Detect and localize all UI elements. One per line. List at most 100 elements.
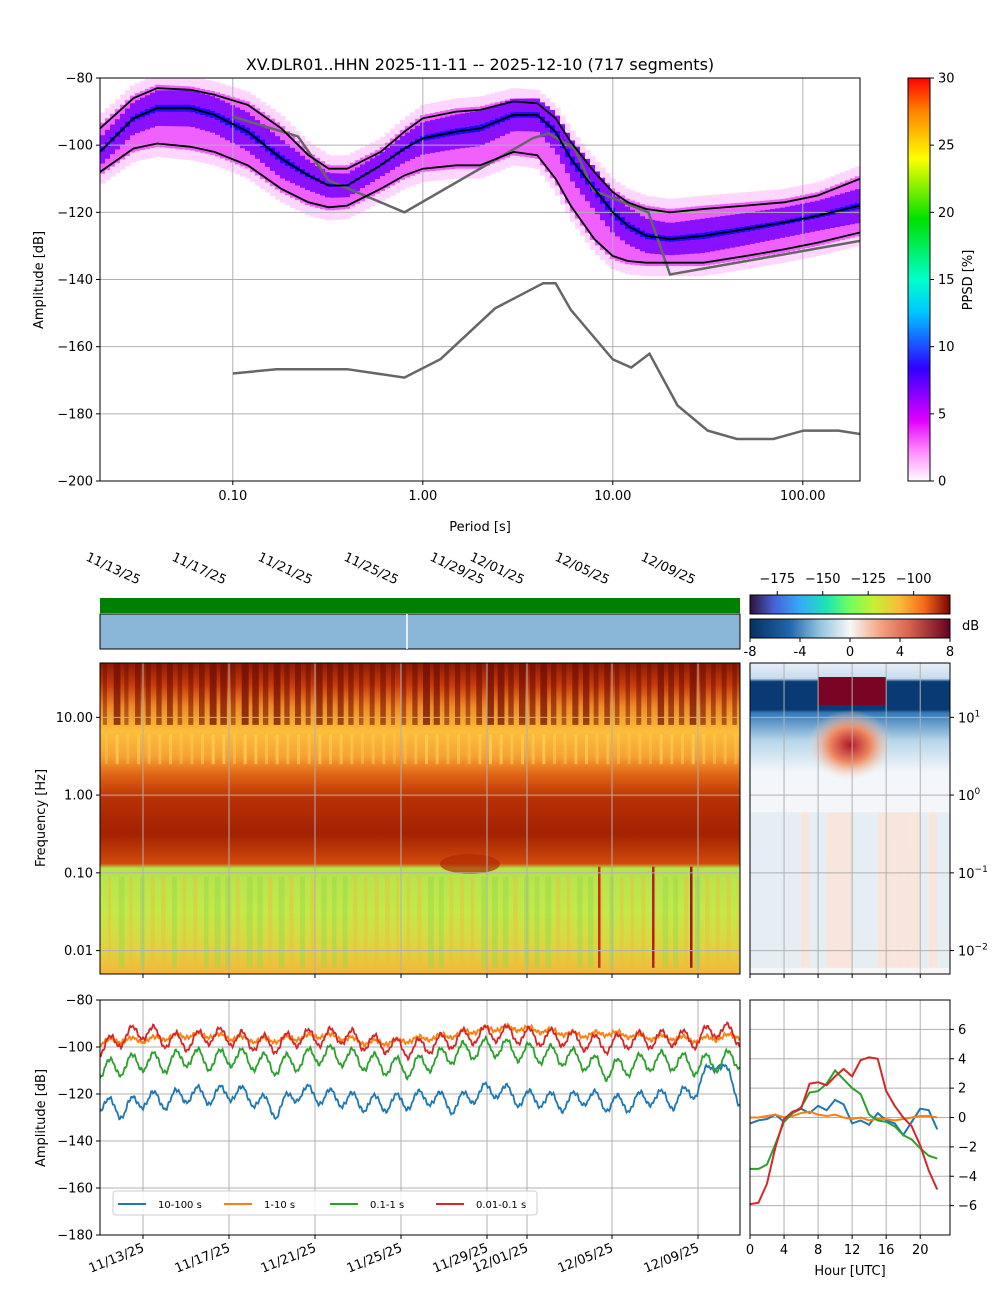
diurnal-lf-cell	[750, 812, 759, 968]
spec-hf-streak	[380, 663, 386, 725]
ts-ytick-label: −80	[66, 994, 93, 1009]
spec-lf-streak	[204, 876, 209, 968]
dl-series-3	[750, 1056, 939, 1206]
dl-xtick-label: 16	[878, 1243, 895, 1258]
dl-ytick-label: 0	[958, 1111, 966, 1126]
spec-lf-streak	[534, 876, 540, 968]
spec-mid-streak	[190, 734, 194, 765]
diurnal-lf-cell	[852, 812, 861, 968]
spec-lf-streak	[588, 876, 594, 968]
spec-hf-streak	[668, 663, 674, 725]
spec-mid-streak	[510, 734, 514, 765]
spec-hf-streak	[113, 663, 121, 725]
spec-mid-streak	[606, 734, 610, 765]
diu-spec-ytick-base: 10	[958, 867, 975, 882]
spec-mid-streak	[414, 734, 418, 765]
top-date-label: 12/09/25	[638, 550, 697, 588]
spec-mid-streak	[275, 734, 279, 765]
ppsd-axes: 0.10 1.00 10.00 100.00 −200 −180 −160 −140 −120 −…	[57, 72, 825, 505]
spec-lf-streak	[182, 876, 187, 968]
dl-ytick-label: 6	[958, 1023, 966, 1038]
diurnal-lf-cell	[792, 812, 801, 968]
dl-ytick-label: 4	[958, 1052, 966, 1067]
spec-lf-streak	[726, 876, 731, 968]
ppsd-density	[100, 78, 860, 277]
timeseries-lines	[100, 1021, 740, 1121]
spec-hf-streak	[561, 663, 567, 725]
spec-hf-streak	[444, 663, 450, 725]
spec-hf-streak	[295, 663, 301, 725]
spec-mid-streak	[201, 734, 204, 765]
ppsd-percentile-median	[100, 107, 860, 241]
spec-transient	[598, 866, 601, 968]
spec-hf-streak	[732, 663, 737, 725]
spec-mid-streak	[286, 734, 290, 765]
ppsd-ytick-label: −180	[57, 407, 93, 422]
spec-hf-streak	[337, 663, 344, 725]
spec-mid-streak	[574, 734, 578, 765]
spec-mid-streak	[521, 734, 524, 765]
spec-mid-streak	[318, 734, 322, 765]
spec-hf-streak	[177, 663, 183, 725]
diurnal-spec-grid	[749, 663, 950, 974]
spec-lf-streak	[332, 876, 337, 968]
ppsd-cbar-tick-label: 0	[938, 475, 946, 490]
spectrogram-ylabel: Frequency [Hz]	[34, 769, 49, 867]
spec-lf-streak	[108, 876, 111, 968]
ppsd-xtick-label: 0.10	[218, 489, 247, 504]
diu-spec-ytick-label: 10−2	[958, 943, 988, 960]
diurnal-lf-cell	[877, 812, 886, 968]
ppsd-colorbar	[907, 77, 931, 482]
spec-transient	[690, 866, 693, 968]
spec-hf-streak	[711, 663, 716, 725]
spec-lf-streak	[161, 876, 166, 968]
top-date-label: 11/21/25	[255, 550, 314, 588]
spec-mid-streak	[158, 734, 162, 765]
spec-hf-streak	[700, 663, 706, 725]
ppsd-cbar-tick-label: 15	[938, 273, 955, 288]
spec-hf-streak	[284, 663, 290, 725]
spec-mid-streak	[691, 734, 695, 765]
ppsd-ytick-label: −100	[57, 139, 93, 154]
spec-mid-streak	[211, 734, 215, 765]
top-date-label: 11/17/25	[169, 550, 228, 588]
ppsd-cbar-tick-label: 10	[938, 340, 955, 355]
spec-mid-streak	[435, 734, 439, 765]
spec-lf-streak	[396, 876, 400, 968]
diurnal-lf-cell	[903, 812, 912, 968]
diurnal-lf-cell	[826, 812, 835, 968]
spec-mid-streak	[169, 734, 172, 765]
spec-lf-streak	[705, 876, 710, 968]
spec-mid-streak	[371, 734, 375, 765]
diu-spec-ytick-exp: −1	[975, 865, 988, 875]
timeseries-ylabel: Amplitude [dB]	[34, 1069, 49, 1167]
ts-series-0	[100, 1062, 740, 1121]
diurnal-lf-cell	[801, 812, 810, 968]
spec-lf-streak	[673, 876, 678, 968]
diurnal-lf-cell	[775, 812, 784, 968]
spec-lf-streak	[300, 876, 305, 968]
spec-hf-streak	[551, 663, 557, 725]
ts-ytick-label: −100	[57, 1041, 93, 1056]
spec-mid-streak	[563, 734, 567, 765]
spec-mid-streak	[307, 734, 311, 765]
spec-mid-streak	[297, 734, 300, 765]
dl-xtick-label: 12	[844, 1243, 861, 1258]
timeseries-frame	[99, 999, 741, 1236]
spec-hf-streak	[593, 663, 599, 725]
spec-hf-streak	[209, 663, 217, 725]
ppsd-colorbar-label: PPSD [%]	[961, 250, 976, 311]
dl-ytick-label: 2	[958, 1082, 966, 1097]
ts-xtick-label: 11/25/25	[345, 1241, 405, 1277]
spec-lf-streak	[641, 876, 646, 968]
spec-mid-streak	[723, 734, 727, 765]
figure-title: XV.DLR01..HHN 2025-11-11 -- 2025-12-10 (…	[246, 55, 714, 74]
diurnal-colorbar-label: dB	[962, 619, 979, 634]
spec-ytick-label: 0.10	[64, 866, 93, 881]
spec-lf-streak	[225, 876, 231, 968]
dl-ytick-label: −4	[958, 1170, 977, 1185]
diurnal-lines-axes: 0 4 8 12 16 20 −6 −4 −2 0 2 4 6	[746, 1023, 977, 1258]
ts-xtick-label: 12/09/25	[642, 1241, 702, 1277]
spec-lf-streak	[289, 876, 294, 968]
availability-bar	[100, 598, 740, 613]
